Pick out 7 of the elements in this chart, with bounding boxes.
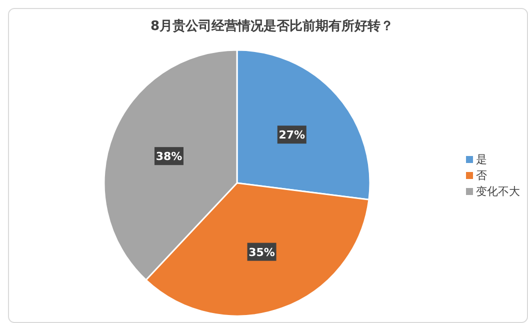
data-label: 38%: [156, 150, 182, 164]
legend-label: 是: [476, 153, 487, 166]
chart-title: 8月贵公司经营情况是否比前期有所好转？: [150, 18, 394, 34]
data-label: 35%: [248, 246, 275, 259]
legend-label: 否: [476, 169, 487, 182]
legend-label: 变化不大: [476, 185, 520, 198]
data-label: 27%: [278, 128, 306, 142]
